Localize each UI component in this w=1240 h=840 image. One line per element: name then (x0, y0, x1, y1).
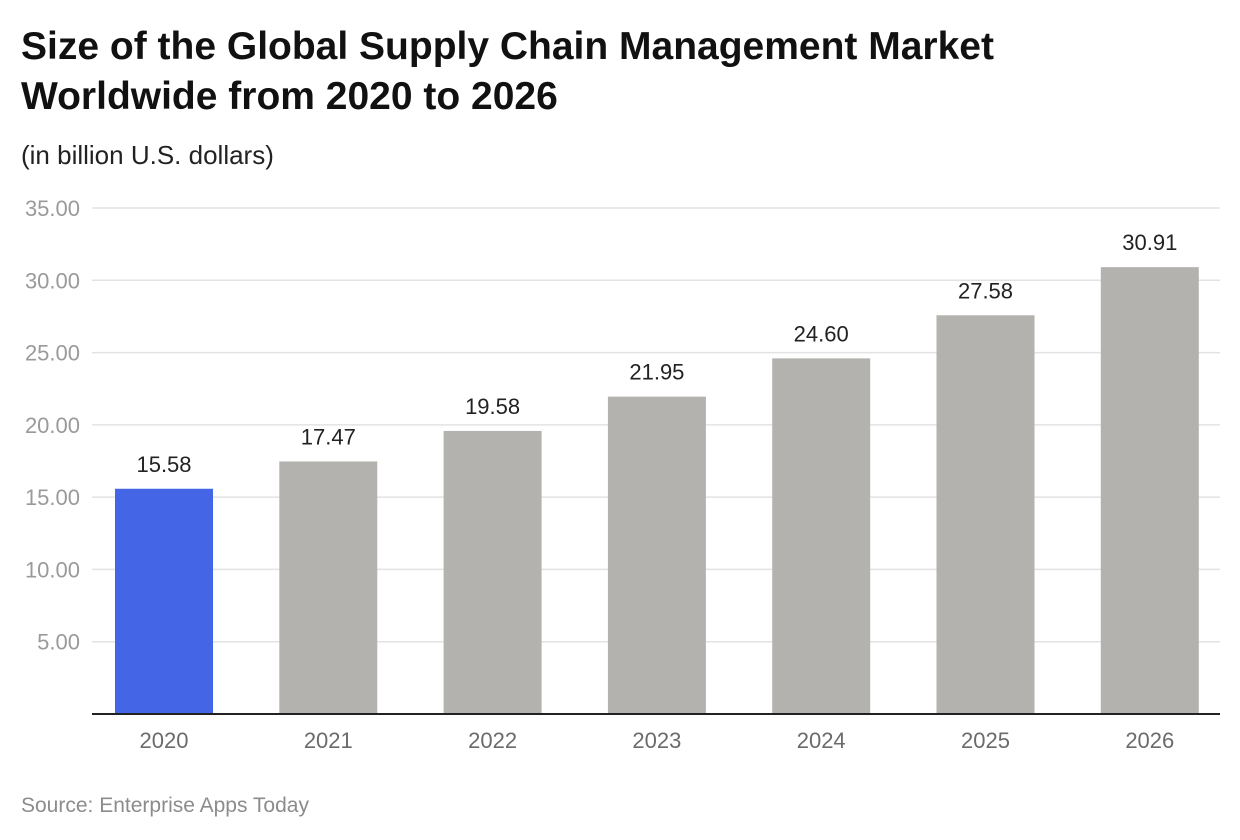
x-tick-label-2025: 2025 (961, 728, 1010, 753)
y-tick-label: 15.00 (25, 485, 80, 510)
y-axis-ticks: 5.00 10.00 15.00 20.00 25.00 30.00 35.00 (25, 196, 80, 655)
x-tick-label-2020: 2020 (140, 728, 189, 753)
x-axis-ticks: 2020 2021 2022 2023 2024 2025 2026 (140, 728, 1175, 753)
data-label-2024: 24.60 (794, 321, 849, 346)
bar-2026 (1100, 267, 1199, 714)
bar-2024 (772, 358, 871, 714)
data-label-2025: 27.58 (958, 278, 1013, 303)
x-tick-label-2021: 2021 (304, 728, 353, 753)
x-tick-label-2024: 2024 (797, 728, 846, 753)
y-tick-label: 10.00 (25, 557, 80, 582)
chart-title: Size of the Global Supply Chain Manageme… (21, 25, 994, 118)
source-note: Source: Enterprise Apps Today (21, 794, 309, 817)
x-tick-label-2023: 2023 (632, 728, 681, 753)
bars (115, 267, 1199, 714)
y-tick-label: 30.00 (25, 268, 80, 293)
data-labels: 15.58 17.47 19.58 21.95 24.60 27.58 30.91 (136, 230, 1177, 477)
y-tick-label: 35.00 (25, 196, 80, 221)
bar-2022 (443, 430, 542, 714)
data-label-2026: 30.91 (1122, 230, 1177, 255)
y-tick-label: 20.00 (25, 413, 80, 438)
data-label-2021: 17.47 (301, 424, 356, 449)
bar-2025 (936, 315, 1035, 714)
y-tick-label: 25.00 (25, 341, 80, 366)
bar-2020 (115, 488, 213, 714)
bar-2021 (279, 461, 378, 714)
x-tick-label-2026: 2026 (1125, 728, 1174, 753)
bar-2023 (607, 396, 706, 714)
y-tick-label: 5.00 (37, 630, 80, 655)
data-label-2022: 19.58 (465, 394, 520, 419)
x-tick-label-2022: 2022 (468, 728, 517, 753)
data-label-2020: 15.58 (136, 452, 191, 477)
chart-subtitle: (in billion U.S. dollars) (21, 140, 274, 170)
data-label-2023: 21.95 (629, 360, 684, 385)
